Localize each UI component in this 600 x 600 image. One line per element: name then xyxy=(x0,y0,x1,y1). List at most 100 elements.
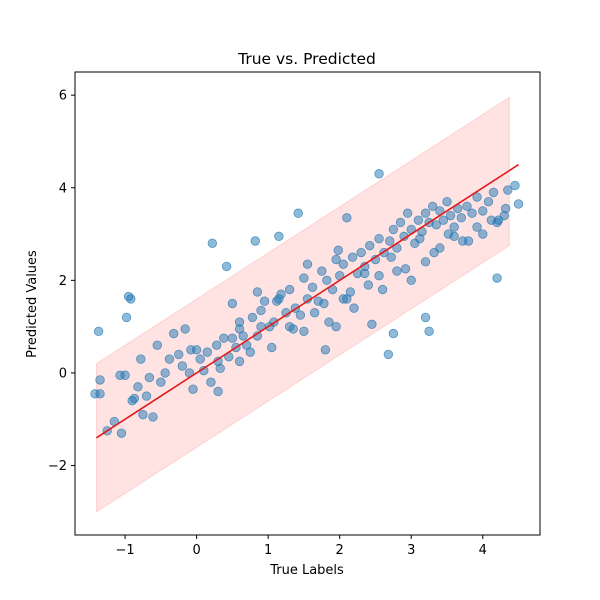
x-axis-ticks: −1 0 1 2 3 4 xyxy=(115,535,487,558)
data-point xyxy=(234,324,245,334)
data-point xyxy=(156,377,166,387)
data-point xyxy=(129,393,140,404)
y-axis-ticks: −2 0 2 4 6 xyxy=(48,89,75,474)
data-point xyxy=(349,303,359,313)
data-point xyxy=(219,333,229,343)
data-point xyxy=(267,342,277,353)
data-point xyxy=(317,266,327,276)
data-point xyxy=(299,273,309,283)
data-point xyxy=(395,217,406,228)
data-point xyxy=(322,275,332,286)
plot-frame xyxy=(74,71,541,536)
data-point xyxy=(299,326,309,336)
data-point xyxy=(449,222,459,232)
data-point xyxy=(442,196,452,207)
data-point xyxy=(510,180,520,191)
data-point xyxy=(93,326,104,336)
data-point xyxy=(345,287,356,297)
data-point xyxy=(427,201,438,211)
data-point xyxy=(177,361,188,371)
data-point xyxy=(123,291,134,302)
data-point xyxy=(252,287,263,297)
x-tick-label: 4 xyxy=(479,543,487,558)
data-point xyxy=(363,280,374,290)
data-point xyxy=(221,261,232,272)
data-point xyxy=(456,213,467,223)
data-point xyxy=(195,354,205,364)
data-point xyxy=(202,347,213,357)
data-point xyxy=(259,296,270,306)
y-tick-label: 0 xyxy=(59,366,67,381)
y-tick-label: 6 xyxy=(59,89,67,104)
data-point xyxy=(420,312,431,323)
data-point xyxy=(383,349,394,360)
data-point xyxy=(429,247,439,258)
data-point xyxy=(388,224,399,235)
data-point xyxy=(443,229,454,239)
data-point xyxy=(458,236,468,246)
data-point xyxy=(274,294,284,304)
data-point xyxy=(250,236,260,246)
data-point xyxy=(374,169,384,179)
data-point xyxy=(169,328,179,339)
data-point xyxy=(438,215,449,225)
x-tick-label: −1 xyxy=(115,543,134,558)
data-point xyxy=(338,294,348,304)
data-point xyxy=(207,238,218,249)
data-point xyxy=(402,208,413,218)
data-point xyxy=(420,208,431,218)
data-point xyxy=(478,206,488,216)
data-point xyxy=(211,340,222,350)
data-point xyxy=(420,257,431,267)
data-point xyxy=(445,210,456,221)
data-point xyxy=(133,382,143,392)
data-point xyxy=(486,215,497,225)
data-point xyxy=(483,196,494,207)
y-axis-label: Predicted Values xyxy=(25,250,40,358)
x-axis-label: True Labels xyxy=(269,563,344,578)
data-point xyxy=(320,345,331,355)
data-point xyxy=(374,271,384,281)
data-point xyxy=(141,391,152,401)
data-point xyxy=(385,236,395,246)
data-point xyxy=(472,192,482,202)
data-point xyxy=(467,208,477,218)
data-point xyxy=(347,252,358,262)
data-point xyxy=(319,298,329,309)
data-point xyxy=(400,264,411,274)
data-point xyxy=(338,259,348,269)
data-point xyxy=(431,220,441,230)
data-point xyxy=(360,268,370,279)
data-point xyxy=(333,245,343,255)
data-point xyxy=(367,319,377,330)
data-point xyxy=(293,208,303,218)
data-point xyxy=(95,375,105,385)
data-point xyxy=(413,215,424,225)
chart-title: True vs. Predicted xyxy=(237,50,376,68)
data-point xyxy=(472,222,482,232)
data-point xyxy=(478,229,488,239)
data-point xyxy=(392,266,402,276)
data-point xyxy=(424,326,434,336)
data-point xyxy=(377,284,388,295)
data-point xyxy=(500,203,511,214)
data-point xyxy=(488,187,499,198)
data-point xyxy=(227,333,238,343)
data-point xyxy=(503,185,513,195)
data-point xyxy=(136,354,146,364)
data-point xyxy=(295,310,306,320)
data-point xyxy=(206,377,216,387)
x-tick-label: 1 xyxy=(264,543,272,558)
y-tick-label: −2 xyxy=(48,459,67,474)
data-point xyxy=(121,312,132,323)
data-point xyxy=(331,321,341,332)
data-point xyxy=(160,368,170,378)
x-tick-label: 0 xyxy=(192,543,200,558)
data-point xyxy=(234,356,245,367)
y-tick-label: 4 xyxy=(59,181,67,196)
data-point xyxy=(307,282,318,293)
data-point xyxy=(462,201,472,211)
data-point xyxy=(288,324,298,334)
